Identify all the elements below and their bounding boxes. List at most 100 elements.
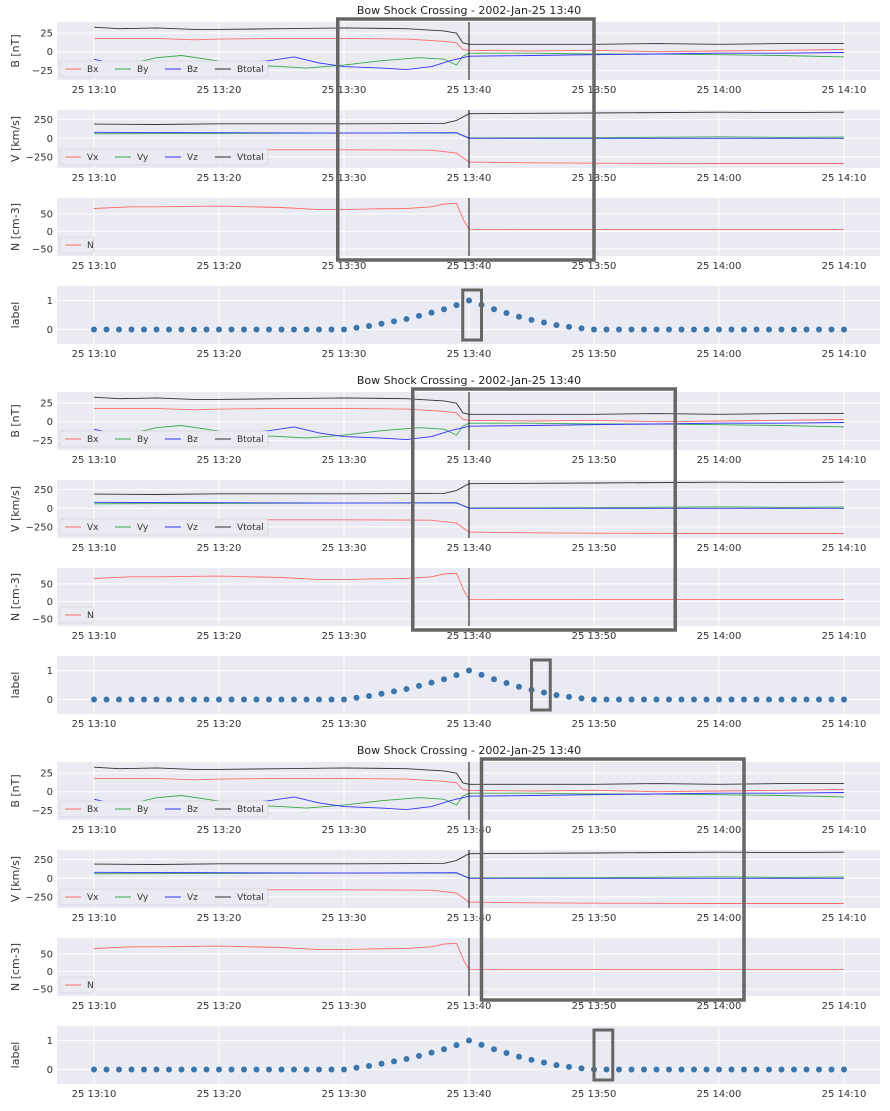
y-tick-label: 0 (47, 227, 53, 238)
label-point (816, 1066, 822, 1073)
label-point (191, 326, 197, 333)
label-point (678, 326, 685, 333)
label-point (566, 323, 572, 330)
legend-label: Btotal (237, 435, 264, 445)
legend-label: Vtotal (237, 153, 264, 163)
chart-title: Bow Shock Crossing - 2002-Jan-25 13:40 (357, 744, 581, 757)
label-point (266, 326, 272, 333)
replica-2: Bow Shock Crossing - 2002-Jan-25 13:40 25… (9, 374, 880, 730)
legend: Vx Vy Vz Vtotal (59, 148, 269, 166)
label-point (541, 1059, 547, 1066)
x-tick-label: 25 14:10 (822, 1001, 867, 1012)
label-point (766, 326, 772, 333)
label-point (753, 1066, 760, 1073)
x-tick-label: 25 13:20 (197, 173, 242, 184)
y-tick-label: 25 (40, 769, 53, 780)
label-point (141, 696, 147, 703)
label-point (416, 1052, 422, 1059)
x-tick-label: 25 13:50 (572, 1001, 617, 1012)
label-point (678, 1066, 685, 1073)
label-point (828, 1066, 835, 1073)
label-point (103, 1066, 110, 1073)
label-point (428, 309, 435, 316)
highlight-label-window (461, 288, 483, 342)
label-point (491, 306, 497, 313)
legend: N (59, 606, 95, 624)
x-tick-label: 25 13:50 (572, 455, 617, 466)
label-point (341, 1066, 347, 1073)
panel-label: 25 13:10 25 13:20 25 13:30 25 13:40 25 13:50… (9, 286, 880, 360)
x-tick-label: 25 13:40 (447, 261, 492, 272)
legend-label: Vz (187, 153, 198, 163)
label-point (166, 696, 172, 703)
x-tick-label: 25 13:40 (447, 913, 492, 924)
legend: Vx Vy Vz Vtotal (59, 518, 269, 536)
y-axis-label: N [cm-3] (9, 573, 22, 621)
label-point (278, 696, 285, 703)
x-tick-label: 25 13:50 (572, 719, 617, 730)
label-point (316, 1066, 322, 1073)
y-tick-label: 0 (47, 504, 53, 515)
x-tick-label: 25 13:20 (197, 1089, 242, 1100)
x-tick-label: 25 13:30 (322, 85, 367, 96)
x-tick-label: 25 13:10 (72, 85, 117, 96)
label-point (203, 326, 210, 333)
legend-label: Vtotal (237, 893, 264, 903)
label-point (178, 326, 185, 333)
legend-label: Vx (87, 523, 99, 533)
x-tick-label: 25 14:00 (697, 261, 742, 272)
x-tick-label: 25 14:10 (822, 543, 867, 554)
x-tick-label: 25 14:00 (697, 825, 742, 836)
x-tick-label: 25 14:10 (822, 719, 867, 730)
x-tick-label: 25 14:10 (822, 1089, 867, 1100)
legend-label: Vz (187, 893, 198, 903)
series-line-vx (93, 519, 844, 534)
label-point (466, 667, 472, 674)
label-point (591, 326, 597, 333)
label-point (178, 1066, 185, 1073)
label-point (216, 326, 222, 333)
series-line-n (93, 942, 844, 971)
panel-B: 25 13:10 25 13:20 25 13:30 25 13:40 25 13:50… (9, 392, 880, 466)
label-point (91, 696, 97, 703)
label-point (566, 693, 572, 700)
label-point (653, 696, 660, 703)
label-point (803, 696, 810, 703)
label-point (453, 302, 460, 309)
label-point (453, 1042, 460, 1049)
panel-N: 25 13:10 25 13:20 25 13:30 25 13:40 25 13:50… (9, 568, 880, 642)
label-point (628, 696, 635, 703)
label-point (666, 696, 672, 703)
y-tick-label: 50 (40, 579, 53, 590)
label-point (703, 1066, 710, 1073)
label-point (353, 324, 360, 331)
y-tick-label: 250 (34, 855, 53, 866)
label-point (316, 326, 322, 333)
y-tick-label: −25 (32, 806, 53, 817)
label-point (728, 696, 735, 703)
x-tick-label: 25 13:20 (197, 913, 242, 924)
x-tick-label: 25 13:10 (72, 261, 117, 272)
label-point (766, 696, 772, 703)
x-tick-label: 25 13:30 (322, 825, 367, 836)
x-tick-label: 25 13:40 (447, 85, 492, 96)
y-tick-label: −250 (26, 522, 53, 533)
label-point (253, 326, 260, 333)
series-line-vtotal (93, 481, 845, 495)
label-point (141, 1066, 147, 1073)
series-line-vx (93, 889, 844, 904)
label-point (416, 312, 422, 319)
label-point (591, 696, 597, 703)
x-tick-label: 25 13:40 (447, 719, 492, 730)
label-point (703, 326, 710, 333)
y-tick-label: 0 (47, 47, 53, 58)
label-point (341, 326, 347, 333)
legend: N (59, 236, 95, 254)
label-point (491, 1046, 497, 1053)
label-point (728, 1066, 735, 1073)
chart-title: Bow Shock Crossing - 2002-Jan-25 13:40 (357, 374, 581, 387)
y-axis-label: B [nT] (9, 404, 22, 437)
x-tick-label: 25 13:10 (72, 1089, 117, 1100)
label-point (103, 696, 110, 703)
label-point (466, 297, 472, 304)
